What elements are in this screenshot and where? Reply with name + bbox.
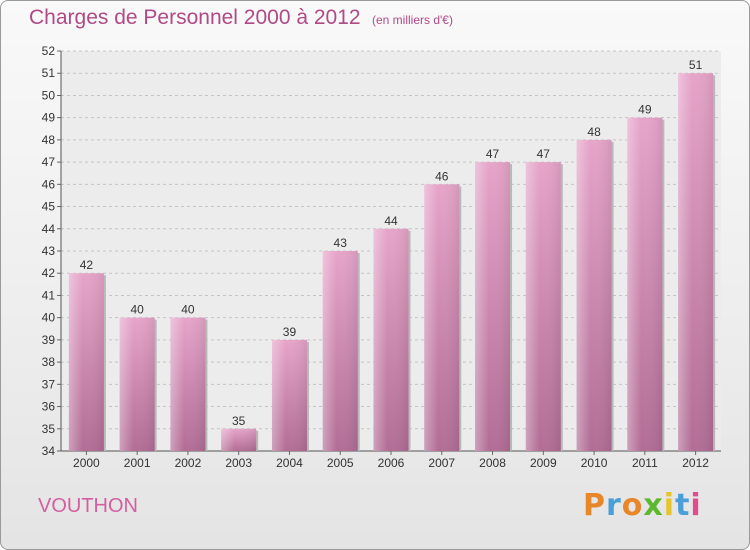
value-label: 35	[232, 414, 246, 428]
y-tick-label: 48	[42, 133, 56, 147]
bar-highlight	[322, 251, 358, 451]
y-tick-label: 42	[42, 266, 56, 280]
bar-highlight	[373, 228, 409, 451]
x-tick-label: 2008	[479, 456, 506, 470]
value-label: 48	[587, 125, 601, 139]
y-tick-label: 44	[42, 222, 56, 236]
bar-highlight	[576, 139, 612, 451]
value-label: 39	[283, 325, 297, 339]
y-tick-label: 38	[42, 355, 56, 369]
bar-highlight	[525, 162, 561, 451]
value-label: 46	[435, 169, 449, 183]
x-tick-label: 2005	[327, 456, 354, 470]
x-tick-label: 2000	[73, 456, 100, 470]
value-label: 40	[130, 303, 144, 317]
bar-highlight	[424, 184, 460, 452]
x-tick-label: 2006	[378, 456, 405, 470]
value-label: 43	[334, 236, 348, 250]
bar-highlight	[271, 339, 307, 451]
logo-letter: x	[643, 488, 664, 523]
value-label: 47	[537, 147, 551, 161]
bar-highlight	[221, 428, 257, 451]
bar-highlight	[170, 317, 206, 451]
bar-highlight	[678, 73, 714, 451]
logo-letter: o	[621, 488, 644, 523]
y-tick-label: 51	[42, 66, 56, 80]
x-tick-label: 2012	[682, 456, 709, 470]
y-tick-label: 36	[42, 400, 56, 414]
logo-letter: i	[663, 488, 676, 523]
y-tick-label: 46	[42, 177, 56, 191]
y-tick-label: 34	[42, 444, 56, 458]
value-label: 51	[689, 58, 703, 72]
y-tick-label: 39	[42, 333, 56, 347]
y-tick-label: 49	[42, 111, 56, 125]
value-label: 49	[638, 103, 652, 117]
x-tick-label: 2003	[225, 456, 252, 470]
logo-letter: i	[690, 488, 702, 523]
chart-subtitle: (en milliers d'€)	[372, 13, 453, 27]
x-tick-label: 2009	[530, 456, 557, 470]
y-tick-label: 47	[42, 155, 56, 169]
x-tick-label: 2010	[581, 456, 608, 470]
y-tick-label: 35	[42, 422, 56, 436]
value-label: 40	[181, 303, 195, 317]
proxiti-logo: Proxiti	[583, 488, 702, 523]
logo-letter: P	[583, 488, 606, 523]
value-label: 47	[486, 147, 500, 161]
y-tick-label: 45	[42, 200, 56, 214]
y-tick-label: 41	[42, 288, 56, 302]
y-tick-label: 50	[42, 88, 56, 102]
bar-highlight	[475, 162, 511, 451]
value-label: 44	[384, 214, 398, 228]
x-tick-label: 2004	[276, 456, 303, 470]
bar-highlight	[627, 117, 663, 452]
bar-highlight	[68, 273, 104, 451]
value-label: 42	[80, 258, 94, 272]
y-tick-label: 52	[42, 44, 56, 58]
x-tick-label: 2002	[175, 456, 202, 470]
chart-title: Charges de Personnel 2000 à 2012	[29, 6, 361, 29]
bar-highlight	[119, 317, 155, 451]
y-tick-label: 43	[42, 244, 56, 258]
y-tick-label: 37	[42, 377, 56, 391]
x-tick-label: 2001	[124, 456, 151, 470]
y-tick-label: 40	[42, 311, 56, 325]
place-name: VOUTHON	[38, 495, 138, 517]
x-tick-label: 2011	[632, 456, 658, 470]
x-tick-label: 2007	[428, 456, 455, 470]
logo-letter: r	[606, 488, 622, 523]
logo-letter: t	[675, 488, 691, 523]
